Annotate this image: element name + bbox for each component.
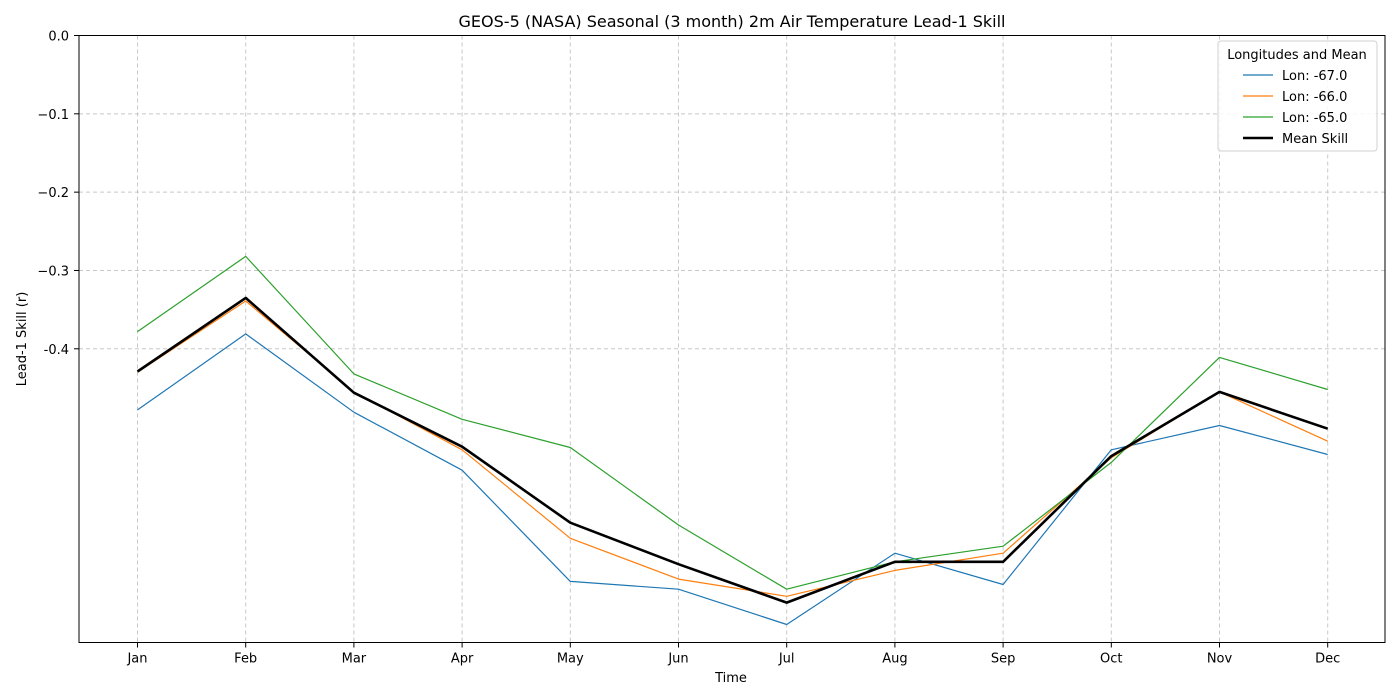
x-tick-label: Aug xyxy=(882,652,907,667)
grid xyxy=(79,35,1385,643)
legend: Longitudes and Mean Lon: -67.0 Lon: -66.0… xyxy=(1217,40,1378,152)
y-tick-label: −0.3 xyxy=(37,264,69,279)
x-tick-label: May xyxy=(557,652,584,667)
chart-title: GEOS-5 (NASA) Seasonal (3 month) 2m Air … xyxy=(459,12,1006,31)
series-line xyxy=(137,255,1328,590)
y-axis: 0.0 −0.1 −0.2 −0.3 -0.4 xyxy=(37,30,79,358)
y-tick-label: −0.2 xyxy=(37,186,69,201)
x-tick-label: Feb xyxy=(234,652,257,667)
series-line xyxy=(137,300,1328,597)
x-tick-label: Dec xyxy=(1315,652,1340,667)
series-lines xyxy=(136,255,1329,626)
x-axis: Jan Feb Mar Apr May Jun Jul Aug Sep Oct Nov Dec xyxy=(126,642,1340,667)
legend-entry: Mean Skill xyxy=(1282,132,1348,147)
x-tick-label: Jun xyxy=(667,652,688,667)
x-tick-label: Mar xyxy=(342,652,367,667)
x-axis-label: Time xyxy=(714,671,747,686)
series-line xyxy=(136,296,1329,604)
x-tick-label: Sep xyxy=(991,652,1016,667)
y-tick-label: −0.1 xyxy=(37,108,69,123)
x-tick-label: Nov xyxy=(1207,652,1233,667)
legend-entry: Lon: -66.0 xyxy=(1282,90,1347,105)
y-tick-label: -0.4 xyxy=(44,343,69,358)
legend-entry: Lon: -65.0 xyxy=(1282,111,1347,126)
x-tick-label: Jul xyxy=(778,652,795,667)
x-tick-label: Jan xyxy=(126,652,147,667)
y-tick-label: 0.0 xyxy=(48,30,69,45)
legend-box xyxy=(1217,40,1378,152)
legend-entry: Lon: -67.0 xyxy=(1282,69,1347,84)
x-tick-label: Apr xyxy=(451,652,474,667)
y-axis-label: Lead-1 Skill (r) xyxy=(15,292,30,387)
x-tick-label: Oct xyxy=(1100,652,1122,667)
legend-title: Longitudes and Mean xyxy=(1227,48,1367,63)
series-line xyxy=(137,333,1328,626)
plot-frame xyxy=(78,35,1386,643)
